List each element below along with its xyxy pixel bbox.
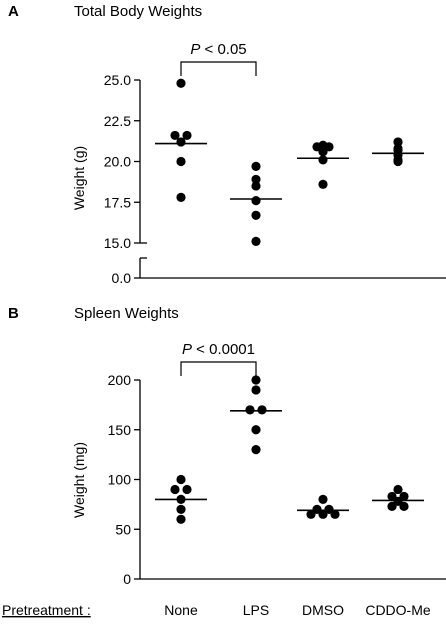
panel-b-data-point (393, 484, 403, 495)
panel-a-data-point (176, 192, 186, 202)
category-label: DMSO (302, 602, 344, 618)
panel-b-plot: 0 50 100 150 200 P < 0.0001 (108, 341, 446, 587)
panel-a-data-point (251, 210, 261, 220)
panel-b-data-point (245, 405, 255, 415)
panel-b-data-point (318, 494, 328, 504)
panel-a-y-tick-label: 0.0 (112, 270, 132, 286)
panel-b-y-tick-label: 0 (123, 571, 131, 587)
panel-a-data-point (393, 137, 403, 147)
panel-a-title: Total Body Weights (74, 3, 202, 20)
panel-a-data-point (251, 181, 261, 191)
panel-b-data-point (330, 509, 340, 519)
panel-b-data-point (399, 501, 409, 511)
category-label: LPS (243, 602, 269, 618)
panel-a-data-point (318, 179, 328, 189)
panel-a-data-point (393, 156, 403, 167)
panel-b-data-point (251, 425, 261, 435)
panel-b-data-point (387, 501, 397, 511)
panel-b-y-tick-label: 50 (115, 521, 131, 537)
panel-b-data-point (251, 385, 261, 395)
panel-a-data-point (318, 155, 328, 165)
panel-b-data-point (251, 375, 261, 385)
category-label: CDDO-Me (365, 602, 431, 618)
panel-b-y-tick-label: 200 (108, 372, 132, 388)
panel-b-data-point (182, 484, 192, 495)
panel-a-y-tick-label: 20.0 (104, 154, 131, 170)
panel-b-significance-label: P < 0.0001 (182, 341, 255, 358)
panel-b-y-tick-label: 100 (108, 472, 132, 488)
panel-b-y-tick-label: 150 (108, 422, 132, 438)
panel-a-data-point (176, 78, 186, 88)
panel-a-data-point (182, 130, 192, 141)
panel-b-data-point (257, 405, 267, 415)
panel-a-data-point (251, 236, 261, 246)
panel-b-data-point (176, 504, 186, 514)
panel-b-data-point (306, 509, 316, 519)
panel-b-data-point (176, 474, 186, 485)
panel-a-letter: A (8, 3, 19, 20)
panel-a-data-point (176, 156, 186, 167)
panel-b-data-point (318, 509, 328, 519)
panel-a-y-tick-label: 22.5 (104, 113, 131, 129)
category-label: None (164, 602, 198, 618)
panel-a-data-point (318, 147, 328, 157)
panel-b-title: Spleen Weights (74, 305, 179, 322)
panel-a-data-point (251, 174, 261, 185)
panel-a-data-point (251, 161, 261, 171)
panel-a-plot: 0.0 15.0 17.5 20.0 22.5 25.0 P < 0.05 (104, 41, 446, 286)
panel-b-data-point (251, 445, 261, 455)
panel-a-y-axis-title: Weight (g) (71, 146, 87, 210)
panel-a-significance-bracket (180, 61, 257, 76)
panel-a-data-point (176, 137, 186, 147)
pretreatment-label: Pretreatment : (2, 602, 91, 618)
panel-a-data-point (251, 196, 261, 206)
panel-b-y-axis-title: Weight (mg) (71, 442, 87, 518)
panel-b-letter: B (8, 305, 19, 322)
panel-b-data-point (176, 514, 186, 524)
panel-a-significance-label: P < 0.05 (190, 41, 246, 58)
panel-b-data-point (170, 484, 180, 495)
panel-b-significance-bracket (180, 361, 257, 376)
panel-a-y-tick-label: 25.0 (104, 72, 131, 88)
panel-a-y-tick-label: 15.0 (104, 235, 131, 251)
category-labels: None LPS DMSO CDDO-Me (164, 602, 431, 618)
panel-a-data-point (170, 130, 180, 141)
panel-a-y-tick-label: 17.5 (104, 194, 131, 210)
